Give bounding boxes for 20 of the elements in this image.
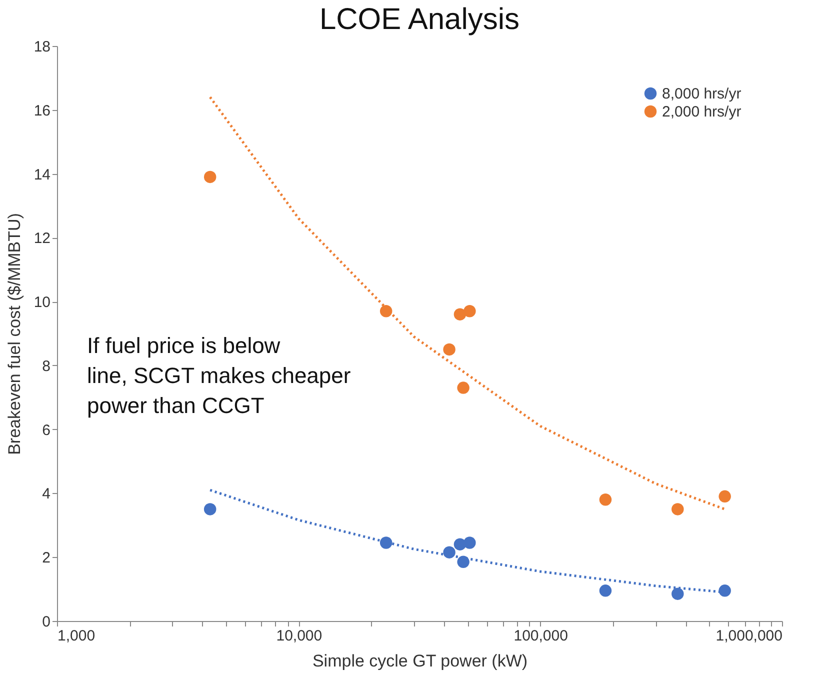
legend-label: 2,000 hrs/yr <box>662 104 742 120</box>
y-tick-label: 10 <box>34 294 50 312</box>
y-tick-label: 0 <box>42 614 50 630</box>
y-tick-label: 16 <box>34 102 50 120</box>
y-tick-label: 8 <box>42 358 50 375</box>
y-tick-label: 12 <box>34 230 50 248</box>
x-tick-label: 10,000 <box>276 628 322 644</box>
y-axis-title: Breakeven fuel cost ($/MMBTU) <box>4 213 24 455</box>
x-axis-title: Simple cycle GT power (kW) <box>312 652 528 670</box>
y-tick-label: 6 <box>42 422 50 439</box>
y-tick-label: 18 <box>34 38 50 56</box>
chart-title: LCOE Analysis <box>319 3 520 36</box>
annotation: If fuel price is below line, SCGT makes cheaper power than CCGT <box>87 333 351 418</box>
y-tick-label: 4 <box>42 486 50 503</box>
x-tick-label: 1,000,000 <box>716 628 782 644</box>
x-tick-label: 1,000 <box>58 628 96 644</box>
legend-label: 8,000 hrs/yr <box>662 86 742 102</box>
y-tick-label: 2 <box>42 550 50 567</box>
y-tick-label: 14 <box>34 166 50 184</box>
x-tick-label: 100,000 <box>514 628 568 644</box>
